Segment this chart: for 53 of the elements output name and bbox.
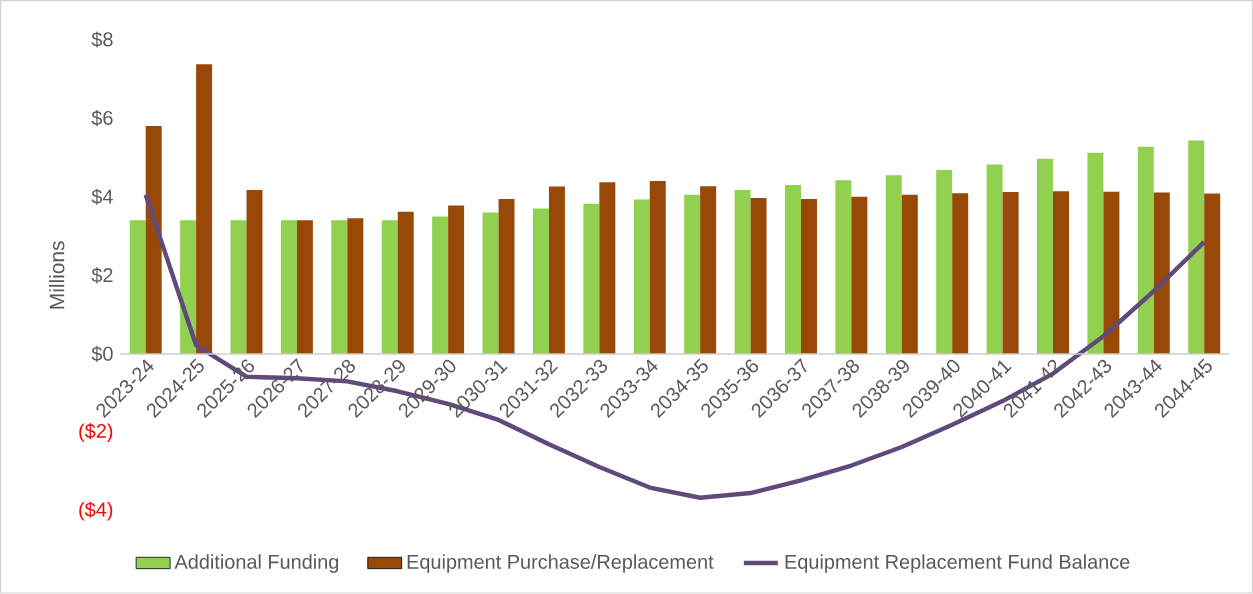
y-tick-label: ($2)	[79, 423, 113, 443]
bar	[296, 220, 313, 355]
legend-label: Equipment Replacement Fund Balance	[785, 554, 1130, 573]
bar	[397, 211, 414, 355]
y-axis-title: Millions	[49, 241, 65, 309]
bar	[700, 186, 717, 355]
y-tick-label: $2	[91, 267, 113, 284]
bar	[432, 216, 449, 355]
bar	[347, 218, 364, 355]
bar	[1103, 191, 1120, 355]
bar	[280, 220, 297, 355]
bar	[885, 175, 902, 355]
legend-label: Equipment Purchase/Replacement	[407, 554, 714, 573]
bar	[952, 193, 969, 355]
bar	[1188, 140, 1205, 355]
bar	[750, 198, 767, 355]
bar	[145, 126, 162, 355]
bar	[734, 190, 751, 355]
bar	[851, 196, 868, 355]
bar	[800, 199, 817, 355]
bar	[448, 205, 465, 355]
y-tick-label: $4	[91, 188, 113, 205]
bar	[129, 220, 146, 355]
bar	[1204, 193, 1221, 355]
y-tick-label: $8	[91, 31, 113, 48]
bar	[1087, 152, 1104, 355]
bar	[1053, 191, 1069, 355]
legend-label: Additional Funding	[174, 554, 339, 573]
bar	[901, 194, 918, 355]
bar	[583, 204, 600, 355]
bar	[986, 164, 1003, 355]
bar	[532, 208, 549, 355]
bar	[548, 186, 565, 355]
bar	[784, 185, 801, 355]
bar	[196, 64, 213, 355]
bar	[482, 212, 499, 355]
bar	[835, 180, 852, 355]
bar	[498, 199, 515, 355]
bar	[1002, 192, 1019, 355]
y-tick-label: ($4)	[79, 501, 113, 521]
y-tick-label: $6	[91, 110, 113, 127]
bar	[936, 170, 953, 355]
bar	[246, 190, 263, 355]
bar	[633, 199, 650, 355]
bar	[599, 182, 616, 355]
bar	[684, 194, 701, 355]
bar	[1153, 192, 1170, 355]
bar	[649, 181, 666, 355]
bar	[1037, 158, 1053, 355]
bar	[1137, 147, 1154, 355]
bar	[381, 220, 398, 355]
bar	[230, 220, 247, 355]
bar	[331, 220, 348, 355]
